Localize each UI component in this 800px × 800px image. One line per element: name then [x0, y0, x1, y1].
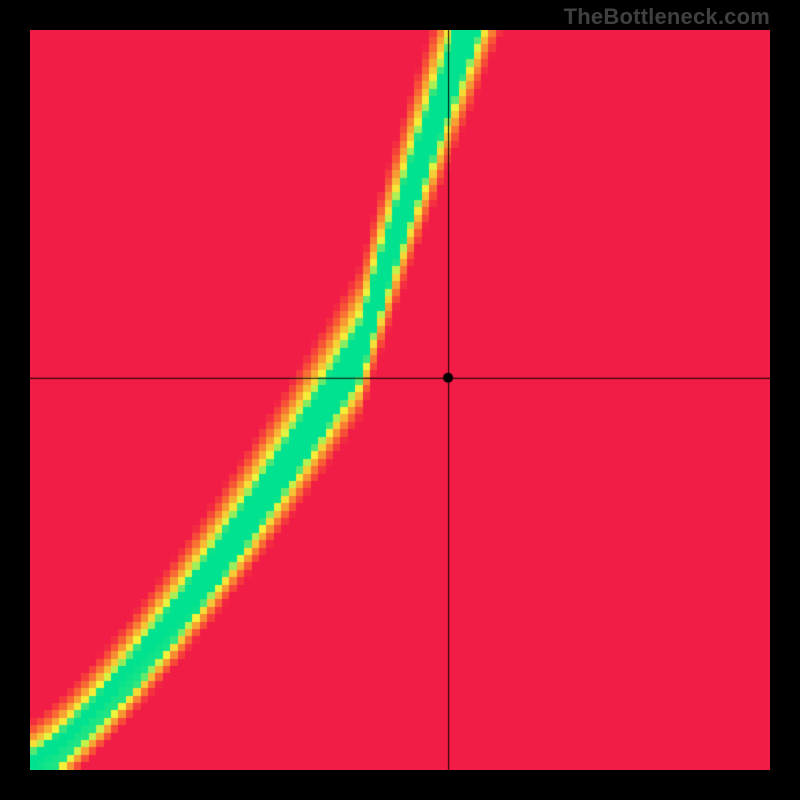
- watermark-text: TheBottleneck.com: [564, 4, 770, 30]
- plot-area: [30, 30, 770, 770]
- chart-container: TheBottleneck.com: [0, 0, 800, 800]
- heatmap-canvas: [30, 30, 770, 770]
